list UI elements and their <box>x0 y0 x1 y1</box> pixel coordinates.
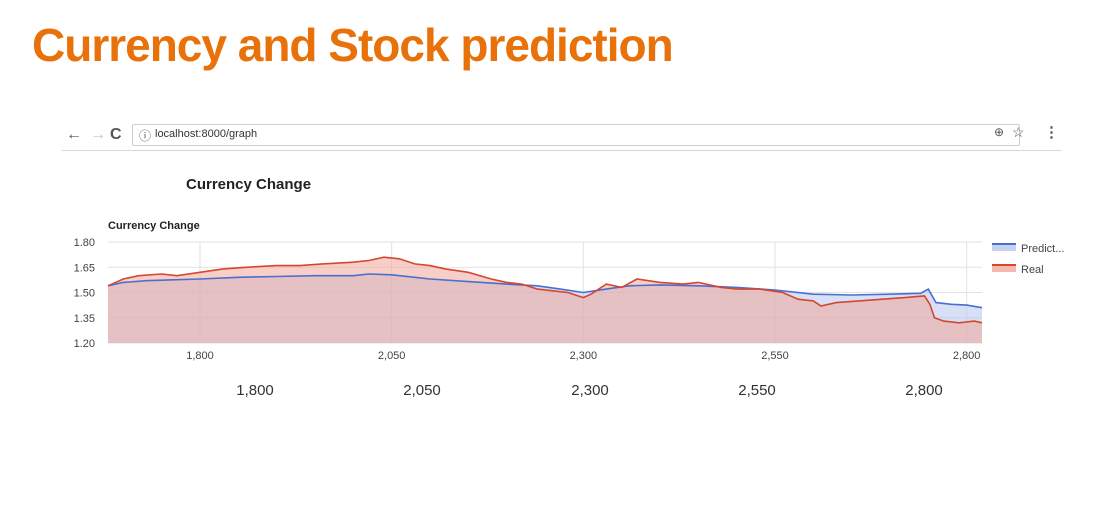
url-text[interactable]: localhost:8000/graph <box>155 128 258 140</box>
chart-areas <box>107 256 983 343</box>
outer-x-tick-label: 2,550 <box>738 382 776 399</box>
y-tick-label: 1.20 <box>74 338 95 350</box>
legend-label: Predict... <box>1021 243 1064 255</box>
zoom-icon[interactable]: ⊕ <box>994 125 1005 139</box>
outer-x-tick-label: 1,800 <box>236 382 274 399</box>
chart-title: Currency Change <box>108 220 200 232</box>
arrow-right-icon[interactable]: → <box>90 126 106 143</box>
reload-icon[interactable]: C <box>110 126 122 143</box>
series-line <box>107 273 983 309</box>
info-icon[interactable]: ⓘ <box>139 129 152 143</box>
x-tick-label: 2,050 <box>378 350 406 362</box>
y-tick-label: 1.80 <box>74 237 95 249</box>
y-tick-label: 1.50 <box>74 288 95 300</box>
chart-axes: 1.20 1.35 1.50 1.65 1.80 1,800 2,050 2,300 2,550… <box>74 237 981 362</box>
outer-x-tick-label: 2,800 <box>905 382 943 399</box>
outer-x-tick-label: 2,300 <box>571 382 609 399</box>
bookmark-star-icon[interactable]: ☆ <box>1012 124 1025 140</box>
series-area <box>108 257 982 343</box>
chart-legend: Predict... Real <box>992 243 1064 276</box>
menu-icon[interactable]: ⋮ <box>1044 124 1059 141</box>
x-tick-label: 2,300 <box>570 350 598 362</box>
outer-chart-title: Currency Change <box>186 176 312 193</box>
address-bar[interactable]: ⓘ localhost:8000/graph <box>132 124 1020 146</box>
currency-change-chart: 1.20 1.35 1.50 1.65 1.80 1,800 2,050 2,300 2,550… <box>74 237 1065 362</box>
outer-x-tick-label: 2,050 <box>403 382 441 399</box>
x-tick-label: 1,800 <box>186 350 214 362</box>
arrow-left-icon[interactable]: ← <box>66 126 82 143</box>
slide-title: Currency and Stock prediction <box>32 19 674 71</box>
legend-swatch <box>992 244 1016 251</box>
series-line <box>107 256 983 324</box>
browser-toolbar: ← → C ⓘ localhost:8000/graph ⊕ ☆ ⋮ <box>62 122 1062 151</box>
legend-swatch <box>992 265 1016 272</box>
x-tick-label: 2,800 <box>953 350 981 362</box>
legend-label: Real <box>1021 264 1044 276</box>
y-tick-label: 1.65 <box>74 262 95 274</box>
outer-x-axis: 1,800 2,050 2,300 2,550 2,800 <box>0 382 1106 402</box>
y-tick-label: 1.35 <box>74 313 95 325</box>
x-tick-label: 2,550 <box>761 350 789 362</box>
